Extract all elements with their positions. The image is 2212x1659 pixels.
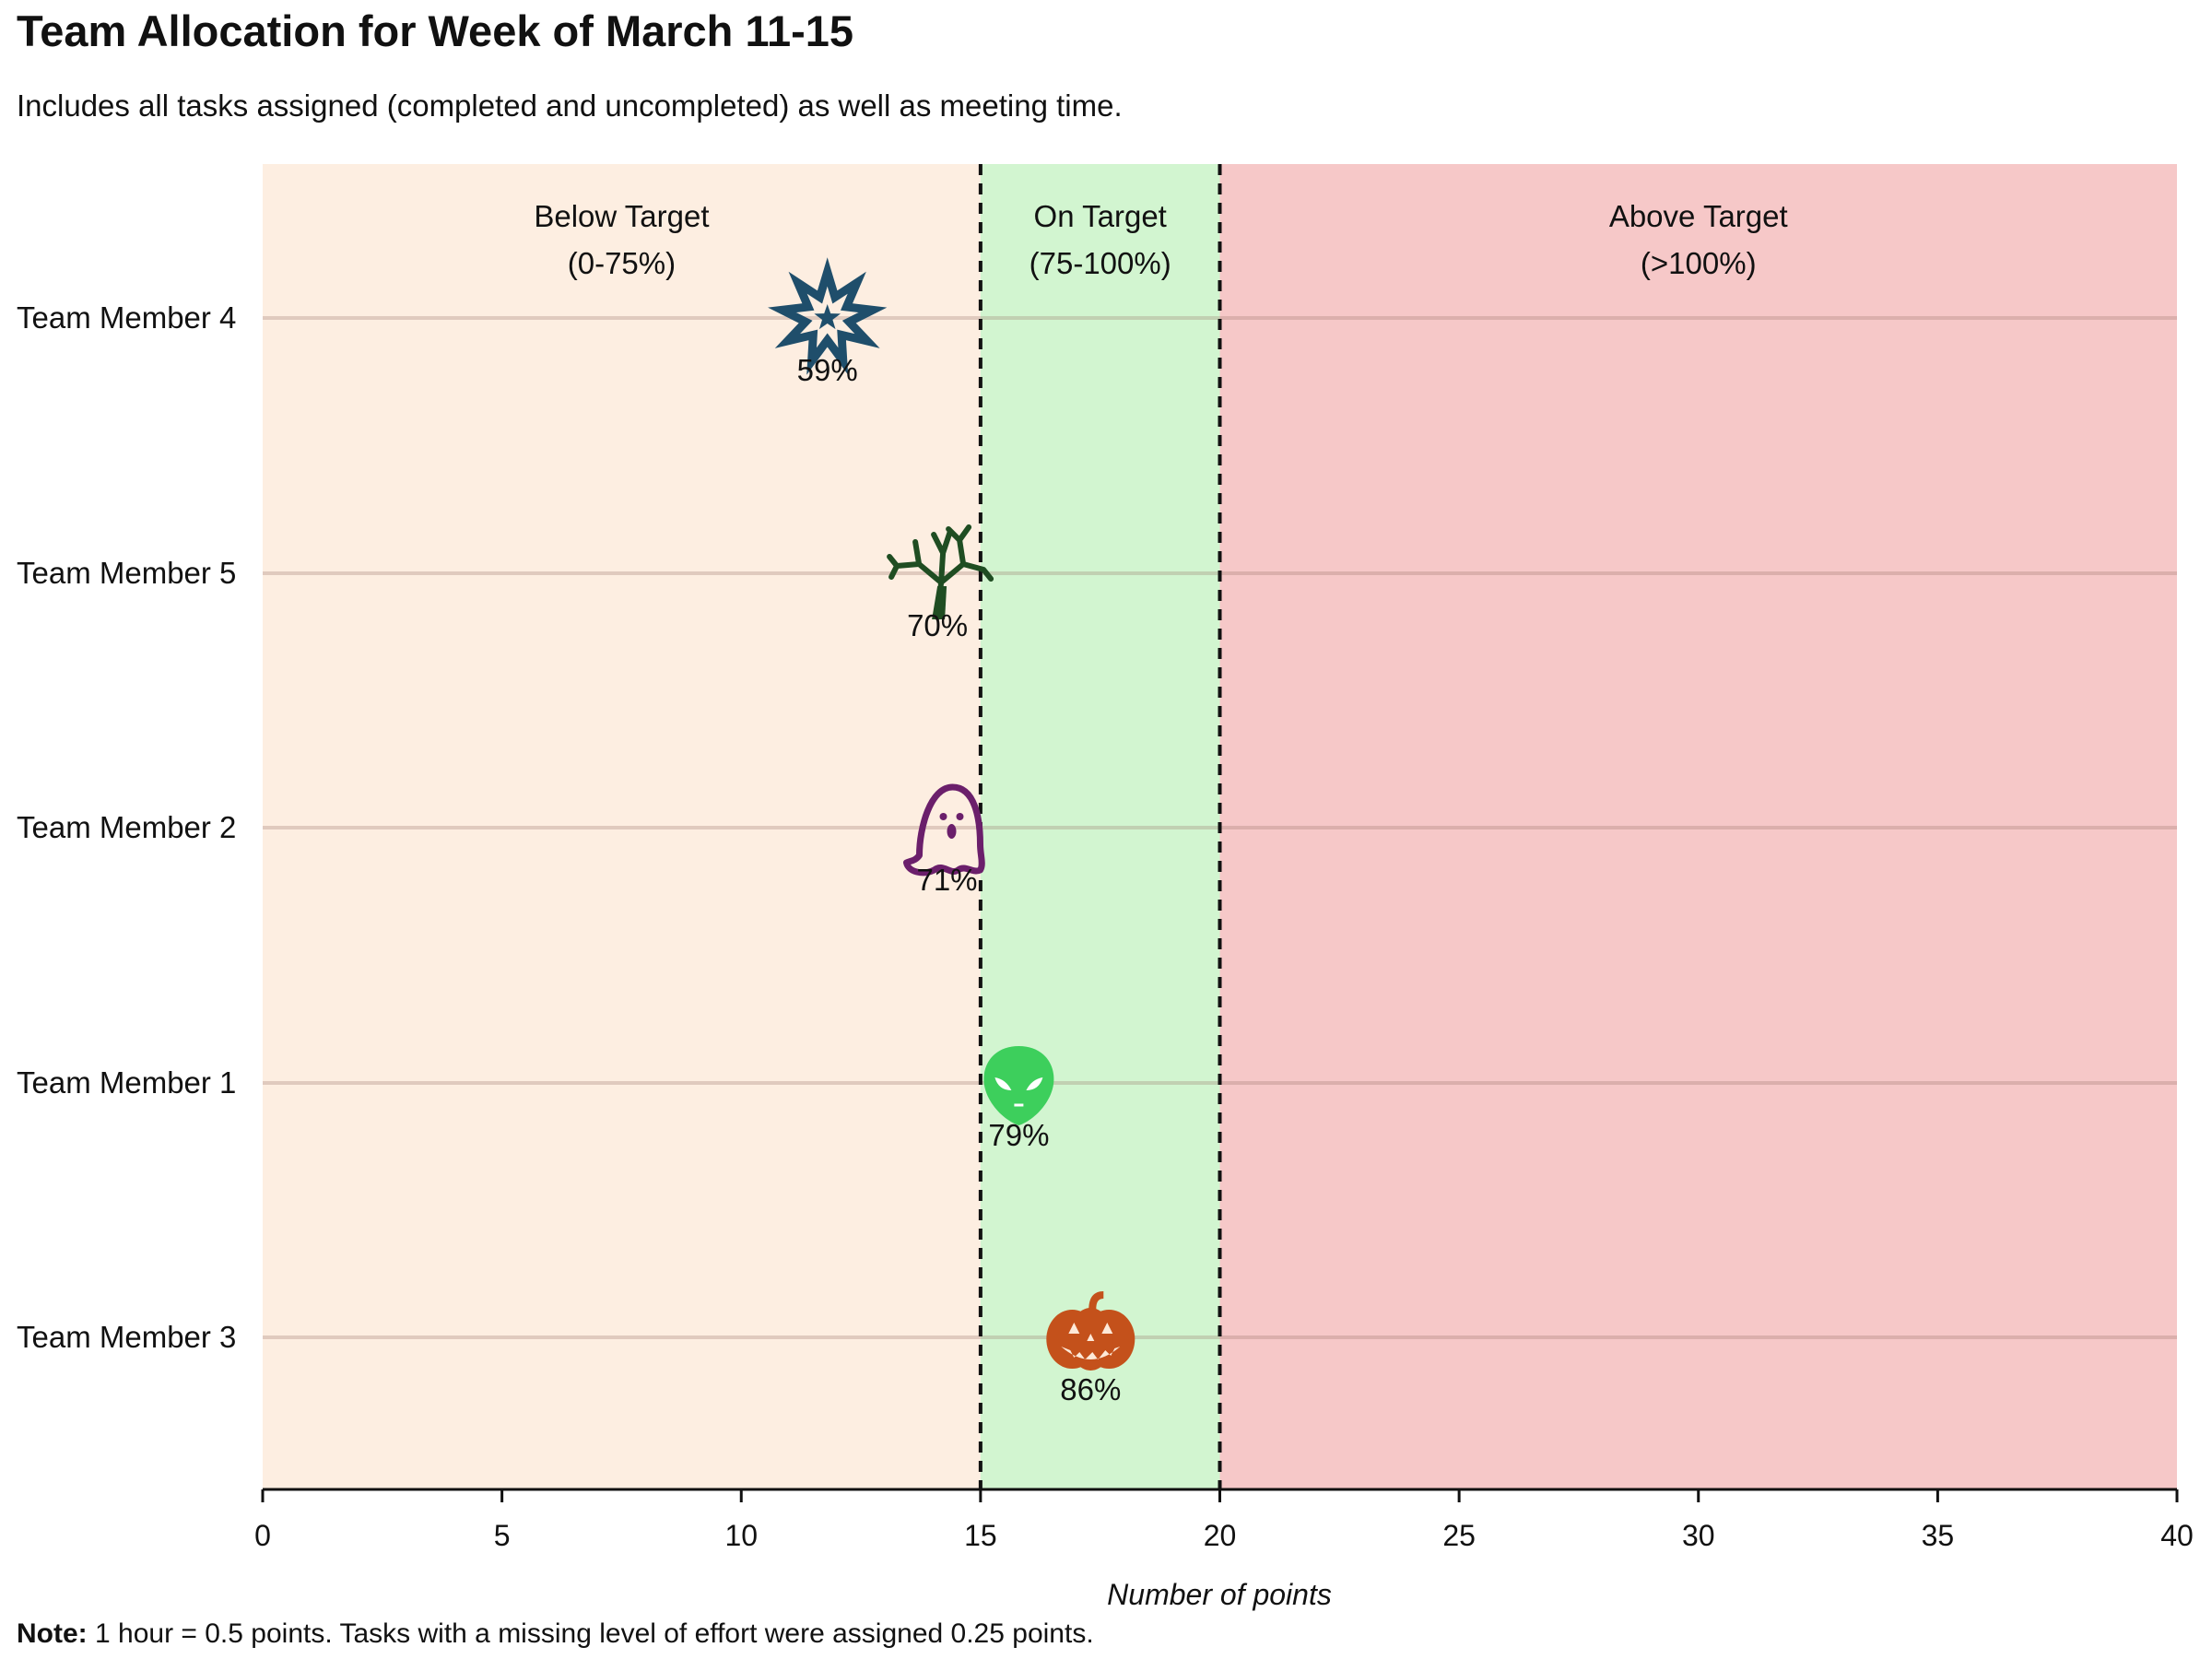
x-tick-label: 40 (2160, 1519, 2194, 1552)
zone-labels: Below Target (0-75%) On Target (75-100%) Abo… (534, 199, 1787, 280)
data-label: 79% (988, 1118, 1049, 1152)
zone-label-range: (>100%) (1641, 246, 1757, 280)
x-tick-label: 10 (724, 1519, 758, 1552)
x-tick-label: 35 (1922, 1519, 1955, 1552)
ghost-eye (956, 813, 964, 820)
x-tick-label: 30 (1682, 1519, 1715, 1552)
dead-tree-icon (887, 524, 994, 620)
ghost-mouth (947, 824, 957, 839)
tree-trunk (932, 586, 947, 619)
zones-layer (263, 164, 2177, 1489)
data-points: 59% 70% 71% 79% 86% (768, 257, 1135, 1406)
zone-label-name: On Target (1034, 199, 1167, 233)
x-tick-label: 5 (494, 1519, 511, 1552)
alien-head (983, 1046, 1054, 1125)
zone-label-range: (75-100%) (1030, 246, 1171, 280)
zone-label-name: Above Target (1609, 199, 1788, 233)
data-label: 71% (916, 863, 977, 897)
alien-eye (1026, 1077, 1043, 1090)
y-axis-labels: Team Member 4 Team Member 5 Team Member 2 T… (17, 300, 236, 1354)
x-axis-title: Number of points (1107, 1578, 1332, 1611)
zone-below-target (263, 164, 981, 1489)
zone-above-target (1219, 164, 2177, 1489)
chart-title: Team Allocation for Week of March 11-15 (17, 6, 854, 55)
pumpkin-eye (1101, 1323, 1113, 1334)
y-tick-label: Team Member 5 (17, 556, 236, 590)
alien-head-icon (983, 1046, 1054, 1125)
x-axis: 0 5 10 15 20 25 30 35 40 (254, 1488, 2194, 1552)
ghost-icon (903, 783, 985, 877)
zone-label-range: (0-75%) (568, 246, 676, 280)
chart-note: Note: 1 hour = 0.5 points. Tasks with a … (17, 1618, 1094, 1650)
ghost-eye (939, 813, 947, 820)
pumpkin-stem (1088, 1291, 1104, 1310)
explosion-star-icon (768, 257, 888, 375)
zone-label-name: Below Target (534, 199, 709, 233)
y-tick-label: Team Member 3 (17, 1320, 236, 1354)
x-tick-label: 20 (1204, 1519, 1237, 1552)
star-outline (768, 257, 888, 375)
note-label: Note: (17, 1618, 88, 1649)
note-text: 1 hour = 0.5 points. Tasks with a missin… (87, 1618, 1094, 1649)
data-label: 59% (797, 353, 858, 387)
star-core (814, 304, 841, 330)
chart-subtitle: Includes all tasks assigned (completed a… (17, 88, 1123, 123)
pumpkin-mouth (1061, 1347, 1121, 1359)
zone-on-target (980, 164, 1220, 1489)
ghost-body (903, 783, 985, 877)
pumpkin-nose (1087, 1334, 1095, 1341)
data-label: 70% (907, 608, 968, 642)
alien-eye (994, 1077, 1012, 1090)
jack-o-lantern-icon (1046, 1291, 1135, 1371)
y-tick-label: Team Member 1 (17, 1065, 236, 1100)
x-tick-label: 25 (1442, 1519, 1476, 1552)
pumpkin-eye (1068, 1323, 1080, 1334)
x-tick-label: 0 (254, 1519, 271, 1552)
y-tick-label: Team Member 2 (17, 810, 236, 844)
y-tick-label: Team Member 4 (17, 300, 236, 335)
data-label: 86% (1060, 1372, 1121, 1406)
x-tick-label: 15 (964, 1519, 997, 1552)
